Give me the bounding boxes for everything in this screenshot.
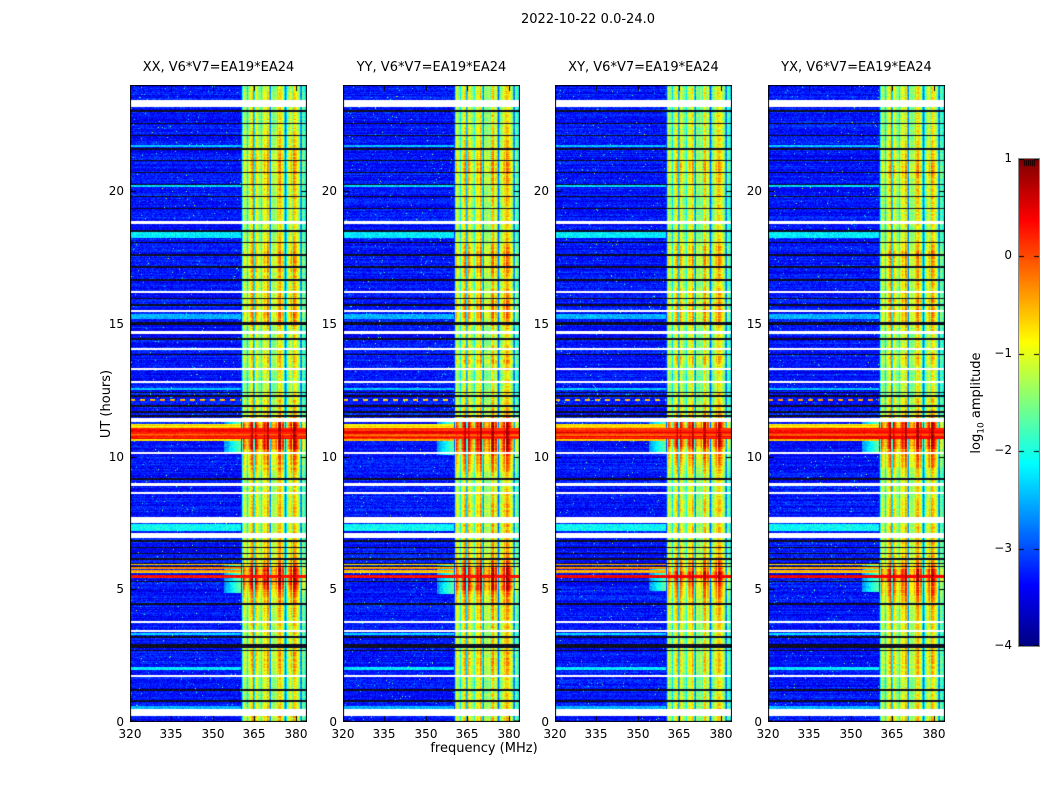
y-tick-label: 15: [108, 317, 124, 331]
y-tick-label: 10: [746, 450, 762, 464]
x-tick-label: 365: [455, 727, 479, 741]
colorbar-tick-label: −1: [994, 346, 1012, 360]
x-tick-label: 335: [797, 727, 821, 741]
y-tick-label: 20: [533, 184, 549, 198]
colorbar-tick-label: −2: [994, 443, 1012, 457]
panel-title-yy: YY, V6*V7=EA19*EA24: [356, 60, 507, 75]
panel-title-xy: XY, V6*V7=EA19*EA24: [568, 60, 719, 75]
x-tick-label: 320: [543, 727, 567, 741]
y-tick-label: 0: [754, 715, 762, 729]
x-tick-label: 350: [839, 727, 863, 741]
spectrogram-canvas-xy: [555, 85, 732, 722]
panel-title-xx: XX, V6*V7=EA19*EA24: [142, 60, 295, 75]
y-tick-label: 10: [108, 450, 124, 464]
x-tick-label: 335: [159, 727, 183, 741]
spectrogram-canvas-yx: [768, 85, 945, 722]
x-tick-label: 380: [284, 727, 308, 741]
x-tick-label: 365: [242, 727, 266, 741]
x-tick-label: 350: [201, 727, 225, 741]
x-tick-label: 335: [584, 727, 608, 741]
x-tick-label: 365: [880, 727, 904, 741]
y-tick-label: 5: [329, 582, 337, 596]
y-tick-label: 15: [533, 317, 549, 331]
colorbar-tick-label: −3: [994, 541, 1012, 555]
y-tick-label: 20: [746, 184, 762, 198]
spectrogram-canvas-xx: [130, 85, 307, 722]
panel-title-yx: YX, V6*V7=EA19*EA24: [781, 60, 932, 75]
colorbar-tick-label: 0: [1004, 248, 1012, 262]
x-tick-label: 320: [756, 727, 780, 741]
colorbar-tick-label: 1: [1004, 151, 1012, 165]
x-axis-label: frequency (MHz): [430, 741, 538, 756]
x-tick-label: 350: [626, 727, 650, 741]
x-tick-label: 335: [372, 727, 396, 741]
y-tick-label: 5: [754, 582, 762, 596]
colorbar-tick-label: −4: [994, 638, 1012, 652]
y-tick-label: 0: [329, 715, 337, 729]
figure-title: 2022-10-22 0.0-24.0: [521, 12, 655, 27]
y-tick-label: 0: [541, 715, 549, 729]
x-tick-label: 380: [497, 727, 521, 741]
x-tick-label: 380: [922, 727, 946, 741]
y-tick-label: 15: [746, 317, 762, 331]
x-tick-label: 350: [414, 727, 438, 741]
y-tick-label: 10: [321, 450, 337, 464]
x-tick-label: 320: [331, 727, 355, 741]
y-tick-label: 5: [541, 582, 549, 596]
x-tick-label: 365: [667, 727, 691, 741]
y-tick-label: 20: [321, 184, 337, 198]
y-tick-label: 5: [116, 582, 124, 596]
x-tick-label: 380: [709, 727, 733, 741]
colorbar-label: log10 amplitude: [969, 352, 987, 454]
x-tick-label: 320: [118, 727, 142, 741]
y-tick-label: 15: [321, 317, 337, 331]
y-tick-label: 20: [108, 184, 124, 198]
spectrogram-canvas-yy: [343, 85, 520, 722]
y-tick-label: 10: [533, 450, 549, 464]
y-tick-label: 0: [116, 715, 124, 729]
colorbar: [1018, 158, 1040, 647]
